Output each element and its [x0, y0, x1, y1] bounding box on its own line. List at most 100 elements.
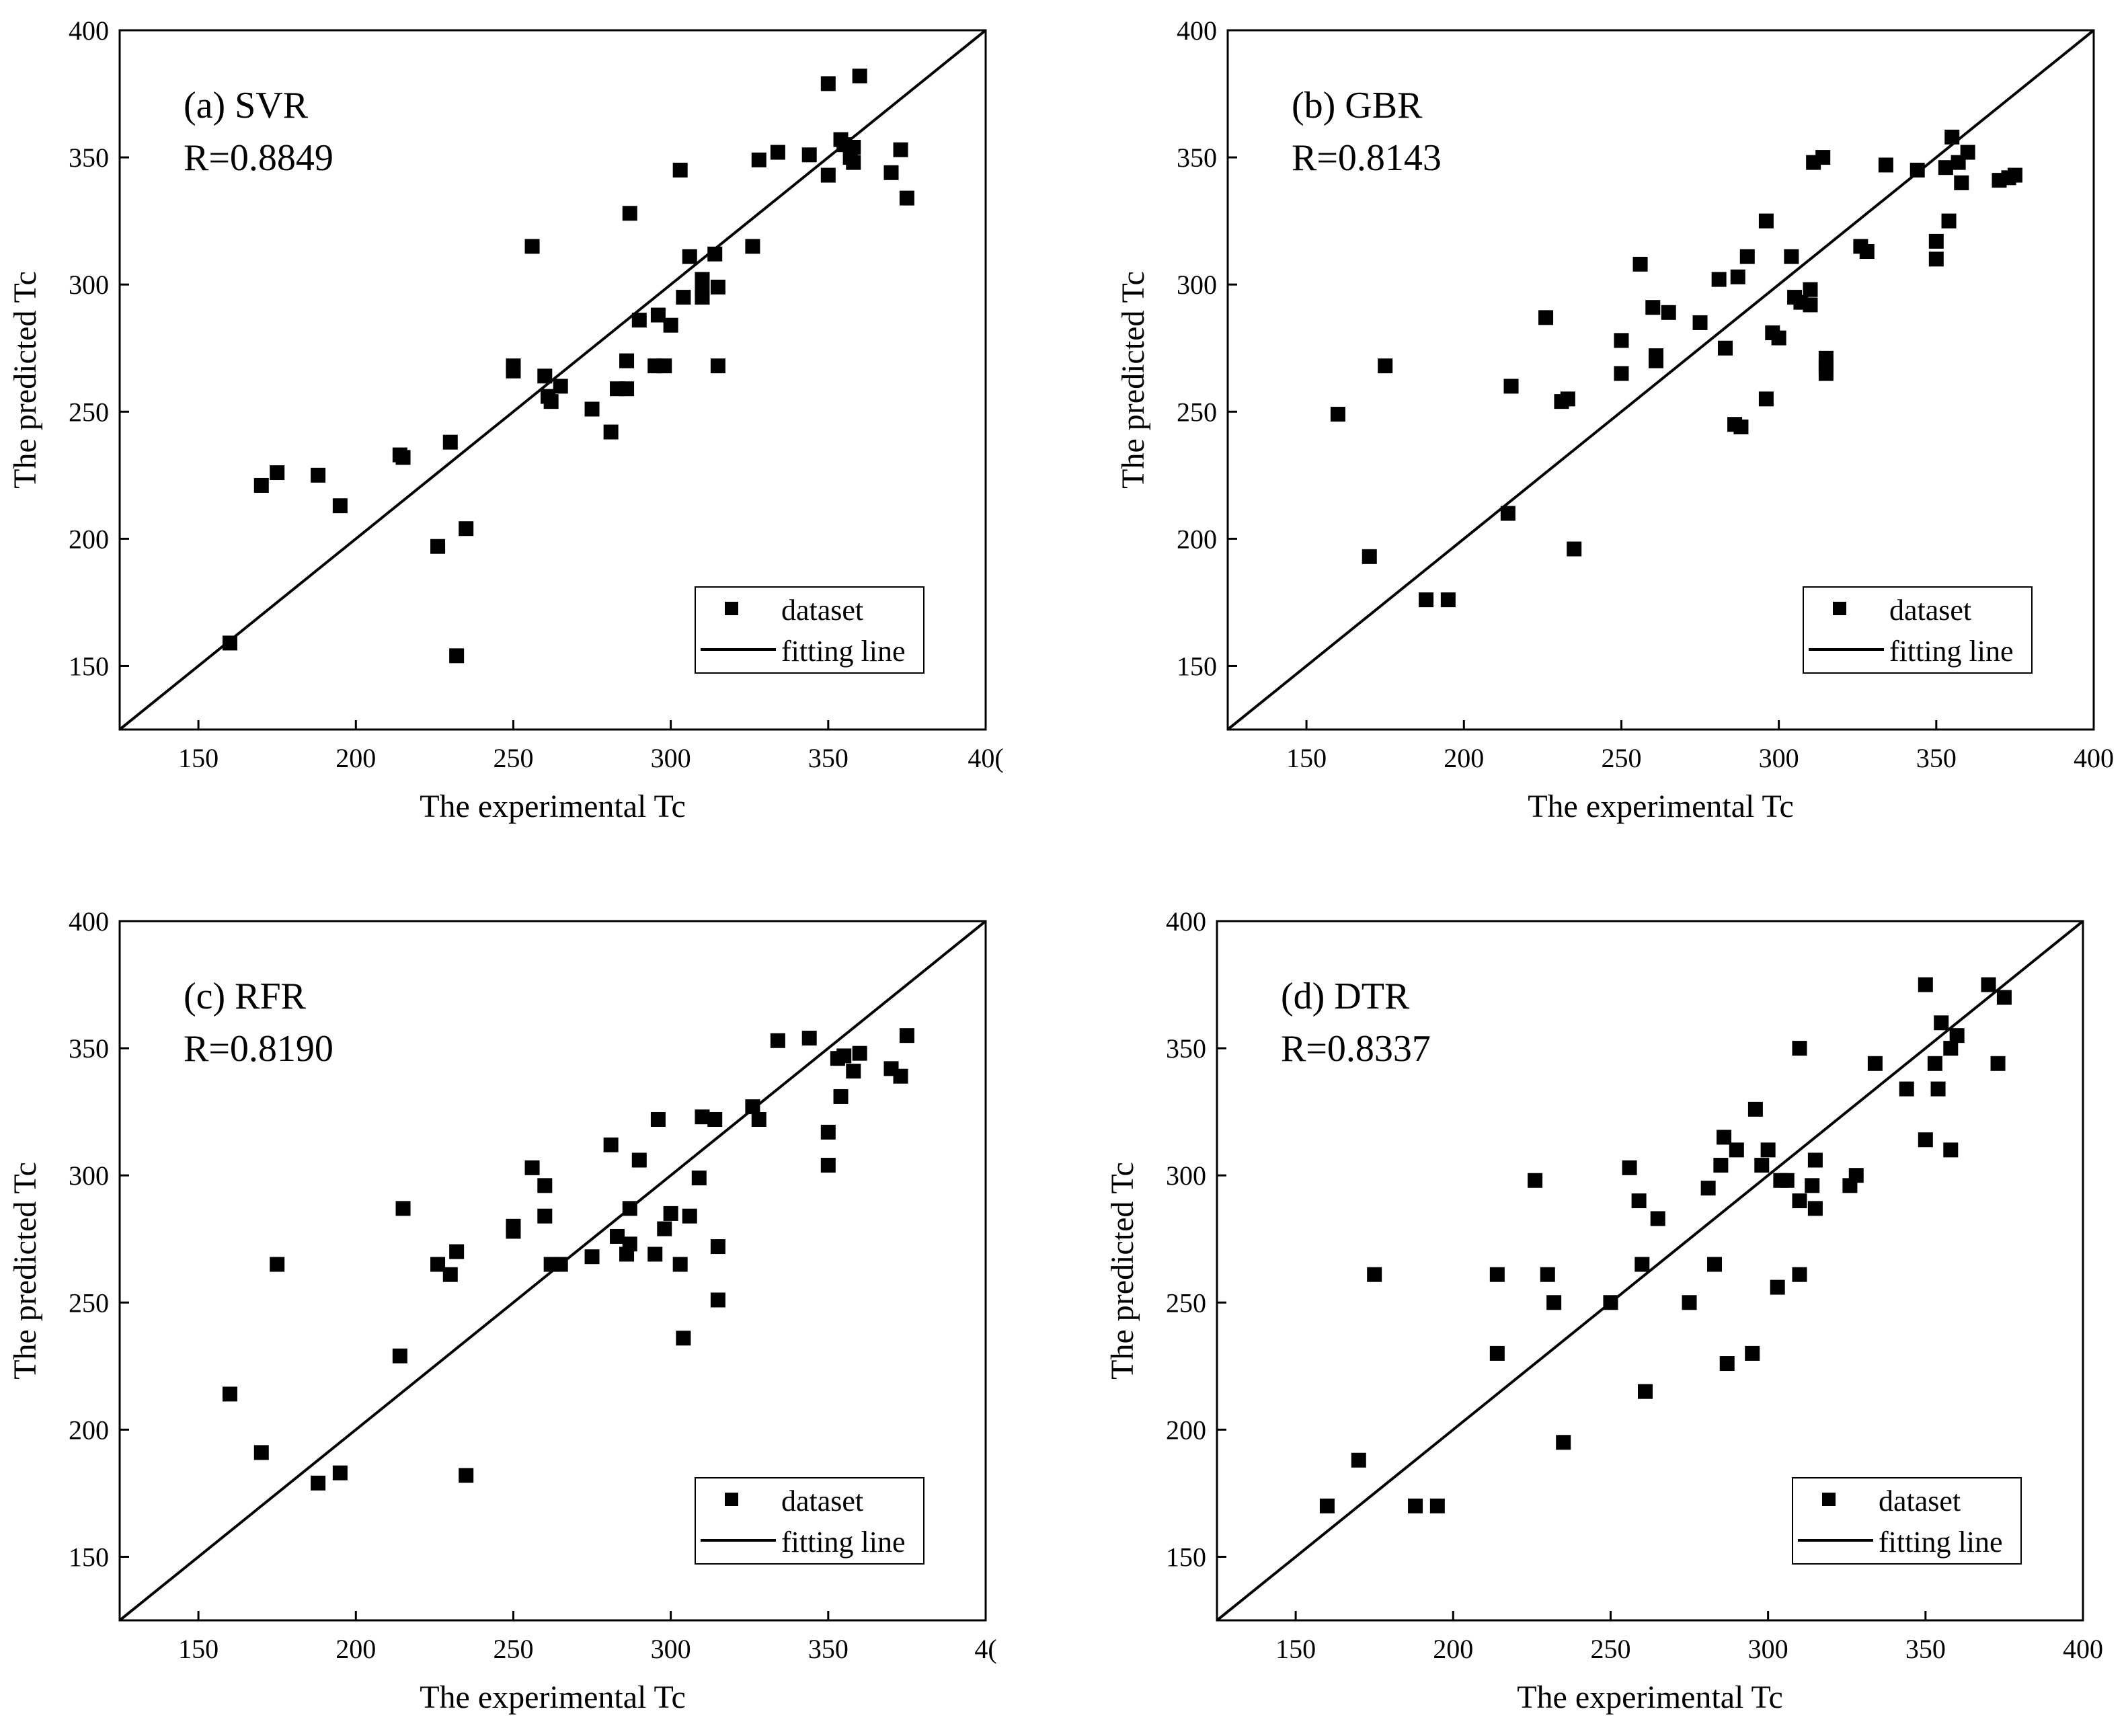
panel-d-data-point	[1622, 1160, 1637, 1175]
panel-c-data-point	[610, 1228, 625, 1244]
panel-c-xtick-label: 150	[178, 1634, 219, 1664]
panel-d-data-point	[1729, 1142, 1744, 1158]
panel-b-data-point	[1718, 340, 1733, 356]
panel-b-legend-box	[1803, 586, 2033, 674]
panel-b-data-point	[1803, 282, 1818, 297]
panel-b-data-point	[1818, 358, 1834, 374]
panel-a-data-point	[770, 145, 785, 160]
panel-b-data-point	[1632, 256, 1648, 272]
panel-a-frame	[118, 29, 987, 731]
panel-a-data-point	[449, 648, 465, 664]
panel-b-fitting-line	[1228, 30, 2094, 729]
panel-c-data-point	[691, 1170, 707, 1185]
panel-b-data-point	[1938, 160, 1953, 175]
panel-a-data-point	[631, 313, 647, 328]
panel-a-data-point	[395, 450, 411, 465]
panel-b-data-point	[1500, 506, 1515, 521]
panel-b-data-point	[1784, 249, 1799, 264]
panel-a-data-point	[222, 635, 237, 651]
panel-d-data-point	[1943, 1142, 1959, 1158]
panel-d-legend-box	[1792, 1477, 2022, 1565]
panel-d-data-point	[1682, 1295, 1697, 1310]
panel-d-ytick-label: 400	[1166, 906, 1206, 937]
panel-c-data-point	[745, 1099, 760, 1115]
panel-a-ytick-label: 200	[69, 524, 109, 554]
panel-a-data-point	[846, 155, 861, 170]
panel-a-data-point	[553, 379, 568, 394]
panel-c-data-point	[682, 1208, 697, 1224]
panel-d-data-point	[1807, 1152, 1823, 1168]
panel-b-data-point	[1614, 333, 1629, 348]
panel-d-frame	[1216, 920, 2084, 1622]
panel-a-data-point	[657, 358, 672, 374]
panel-c-xtick-label: 300	[651, 1634, 691, 1664]
panel-d-xtick-label: 350	[1905, 1634, 1946, 1664]
panel-d-data-point	[1949, 1028, 1965, 1043]
panel-c-data-point	[553, 1257, 568, 1272]
panel-b-r-value: R=0.8143	[1292, 137, 1442, 179]
panel-d-data-point	[1650, 1211, 1665, 1226]
panel-c-data-point	[852, 1045, 867, 1061]
panel-c-ytick-label: 350	[69, 1033, 109, 1064]
panel-d-ytick-label: 200	[1166, 1415, 1206, 1445]
panel-b-data-point	[1758, 391, 1774, 407]
panel-c-data-point	[622, 1236, 637, 1252]
panel-a-data-point	[603, 424, 619, 440]
panel-c-data-point	[836, 1048, 852, 1064]
panel-a-ylabel: The predicted Tc	[7, 271, 43, 489]
panel-b-ytick-label: 300	[1177, 270, 1217, 300]
panel-b-data-point	[1859, 244, 1875, 260]
panel-d-xtick-label: 200	[1433, 1634, 1473, 1664]
panel-d-data-point	[1719, 1356, 1735, 1372]
panel-d-ytick-label: 250	[1166, 1288, 1206, 1318]
panel-a-ytick-label: 150	[69, 651, 109, 681]
panel-a-data-point	[619, 381, 635, 397]
panel-b-data-point	[1910, 163, 1925, 177]
panel-c-data-point	[442, 1267, 458, 1282]
panel-a-legend-dataset: dataset	[781, 594, 863, 627]
panel-b-ylabel: The predicted Tc	[1115, 271, 1151, 489]
panel-a-data-point	[584, 401, 600, 417]
panel-a-data-point	[707, 246, 723, 262]
panel-d-legend-dataset: dataset	[1879, 1485, 1961, 1517]
panel-a-xtick-label: 250	[493, 743, 533, 773]
panel-b-data-point	[1538, 310, 1554, 325]
panel-c-data-point	[707, 1111, 723, 1127]
panel-a-data-point	[846, 139, 861, 155]
panel-a-data-point	[745, 239, 760, 254]
panel-d-ytick-label: 150	[1166, 1542, 1206, 1572]
panel-a-legend-fitting-line: fitting line	[781, 635, 906, 668]
panel-d-data-point	[1792, 1193, 1807, 1208]
panel-d-data-point	[1635, 1257, 1650, 1272]
panel-b-data-point	[1648, 353, 1663, 368]
panel-a-data-point	[543, 394, 559, 409]
panel-c: 150 200 250 300 350 4(150 200 250 300 350 400 The e…	[7, 906, 997, 1715]
panel-d-data-point	[1429, 1498, 1445, 1513]
panel-a: 150 200 250 300 350 40(150 200 250 300 350 400 The …	[7, 15, 1004, 824]
panel-b-data-point	[1440, 592, 1456, 608]
panel-d-data-point	[1707, 1257, 1723, 1272]
panel-b-xtick-label: 400	[2074, 743, 2114, 773]
panel-c-data-point	[663, 1206, 678, 1221]
panel-d-data-point	[1792, 1041, 1807, 1056]
panel-d-data-point	[1717, 1130, 1732, 1145]
panel-b-data-point	[1960, 145, 1975, 160]
panel-a-ytick-label: 250	[69, 397, 109, 427]
panel-a-data-point	[801, 147, 817, 163]
panel-d-data-point	[1918, 1132, 1933, 1148]
panel-c-data-point	[833, 1089, 849, 1104]
panel-b-data-point	[2007, 167, 2022, 183]
panel-c-data-point	[631, 1152, 647, 1168]
panel-d-data-point	[1713, 1158, 1729, 1173]
panel-c-legend-fitting-line: fitting line	[781, 1526, 906, 1559]
panel-d-data-point	[1867, 1056, 1883, 1071]
panel-a-data-point	[506, 363, 521, 379]
panel-d-data-point	[1760, 1142, 1776, 1158]
panel-d-ytick-label: 300	[1166, 1160, 1206, 1191]
panel-d-data-point	[1996, 990, 2012, 1005]
panel-c-data-point	[524, 1160, 540, 1175]
panel-c-ytick-label: 150	[69, 1542, 109, 1572]
panel-c-frame	[118, 920, 987, 1622]
panel-b-data-point	[1560, 391, 1575, 407]
panel-d-data-point	[1556, 1435, 1571, 1450]
